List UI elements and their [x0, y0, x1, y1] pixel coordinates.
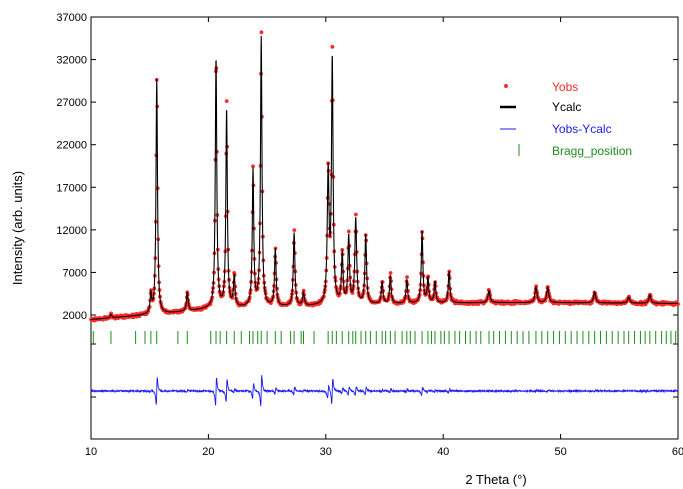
x-tick-label: 40	[437, 446, 449, 458]
yobs-point	[330, 44, 335, 49]
yobs-point	[259, 30, 264, 35]
y-axis-label: Intensity (arb. units)	[10, 171, 25, 285]
x-tick-label: 30	[320, 446, 332, 458]
x-tick-label: 10	[85, 446, 97, 458]
x-tick-label: 60	[672, 446, 683, 458]
yobs-point	[251, 164, 255, 169]
y-tick-label: 2000	[63, 310, 87, 322]
y-axis-ticks: 2000 7000 12000 17000 22000 27000 32000 37000	[56, 12, 678, 398]
legend: Yobs Ycalc Yobs-Ycalc Bragg_position	[500, 80, 632, 158]
yobs-point	[346, 229, 351, 234]
legend-ycalc-label: Ycalc	[552, 100, 581, 114]
yobs-point	[301, 288, 306, 293]
legend-bragg-label: Bragg_position	[552, 144, 632, 158]
y-tick-label: 12000	[56, 225, 87, 237]
yobs-point	[676, 302, 680, 306]
x-tick-label: 50	[554, 446, 566, 458]
x-axis-ticks: 10 20 30 40 50 60	[85, 17, 683, 458]
legend-diff-label: Yobs-Ycalc	[552, 122, 612, 136]
yobs-point	[353, 212, 358, 217]
bragg-position-ticks	[92, 331, 677, 344]
y-tick-label: 22000	[56, 140, 87, 152]
y-tick-label: 32000	[56, 55, 87, 67]
y-tick-label: 37000	[56, 12, 87, 24]
yobs-point	[388, 271, 393, 275]
ycalc-line	[90, 35, 678, 321]
y-tick-label: 17000	[56, 182, 87, 194]
plot-frame	[90, 16, 679, 440]
x-tick-label: 20	[202, 446, 214, 458]
x-axis-label: 2 Theta (°)	[465, 472, 526, 487]
yobs-point	[292, 228, 297, 233]
yobs-point	[340, 247, 345, 252]
legend-yobs-marker	[504, 84, 508, 88]
legend-yobs-label: Yobs	[552, 80, 578, 94]
yobs-point	[224, 99, 229, 104]
y-tick-label: 27000	[56, 97, 87, 109]
yobs-point	[405, 275, 409, 280]
difference-line	[90, 375, 679, 407]
y-tick-label: 7000	[63, 267, 87, 279]
